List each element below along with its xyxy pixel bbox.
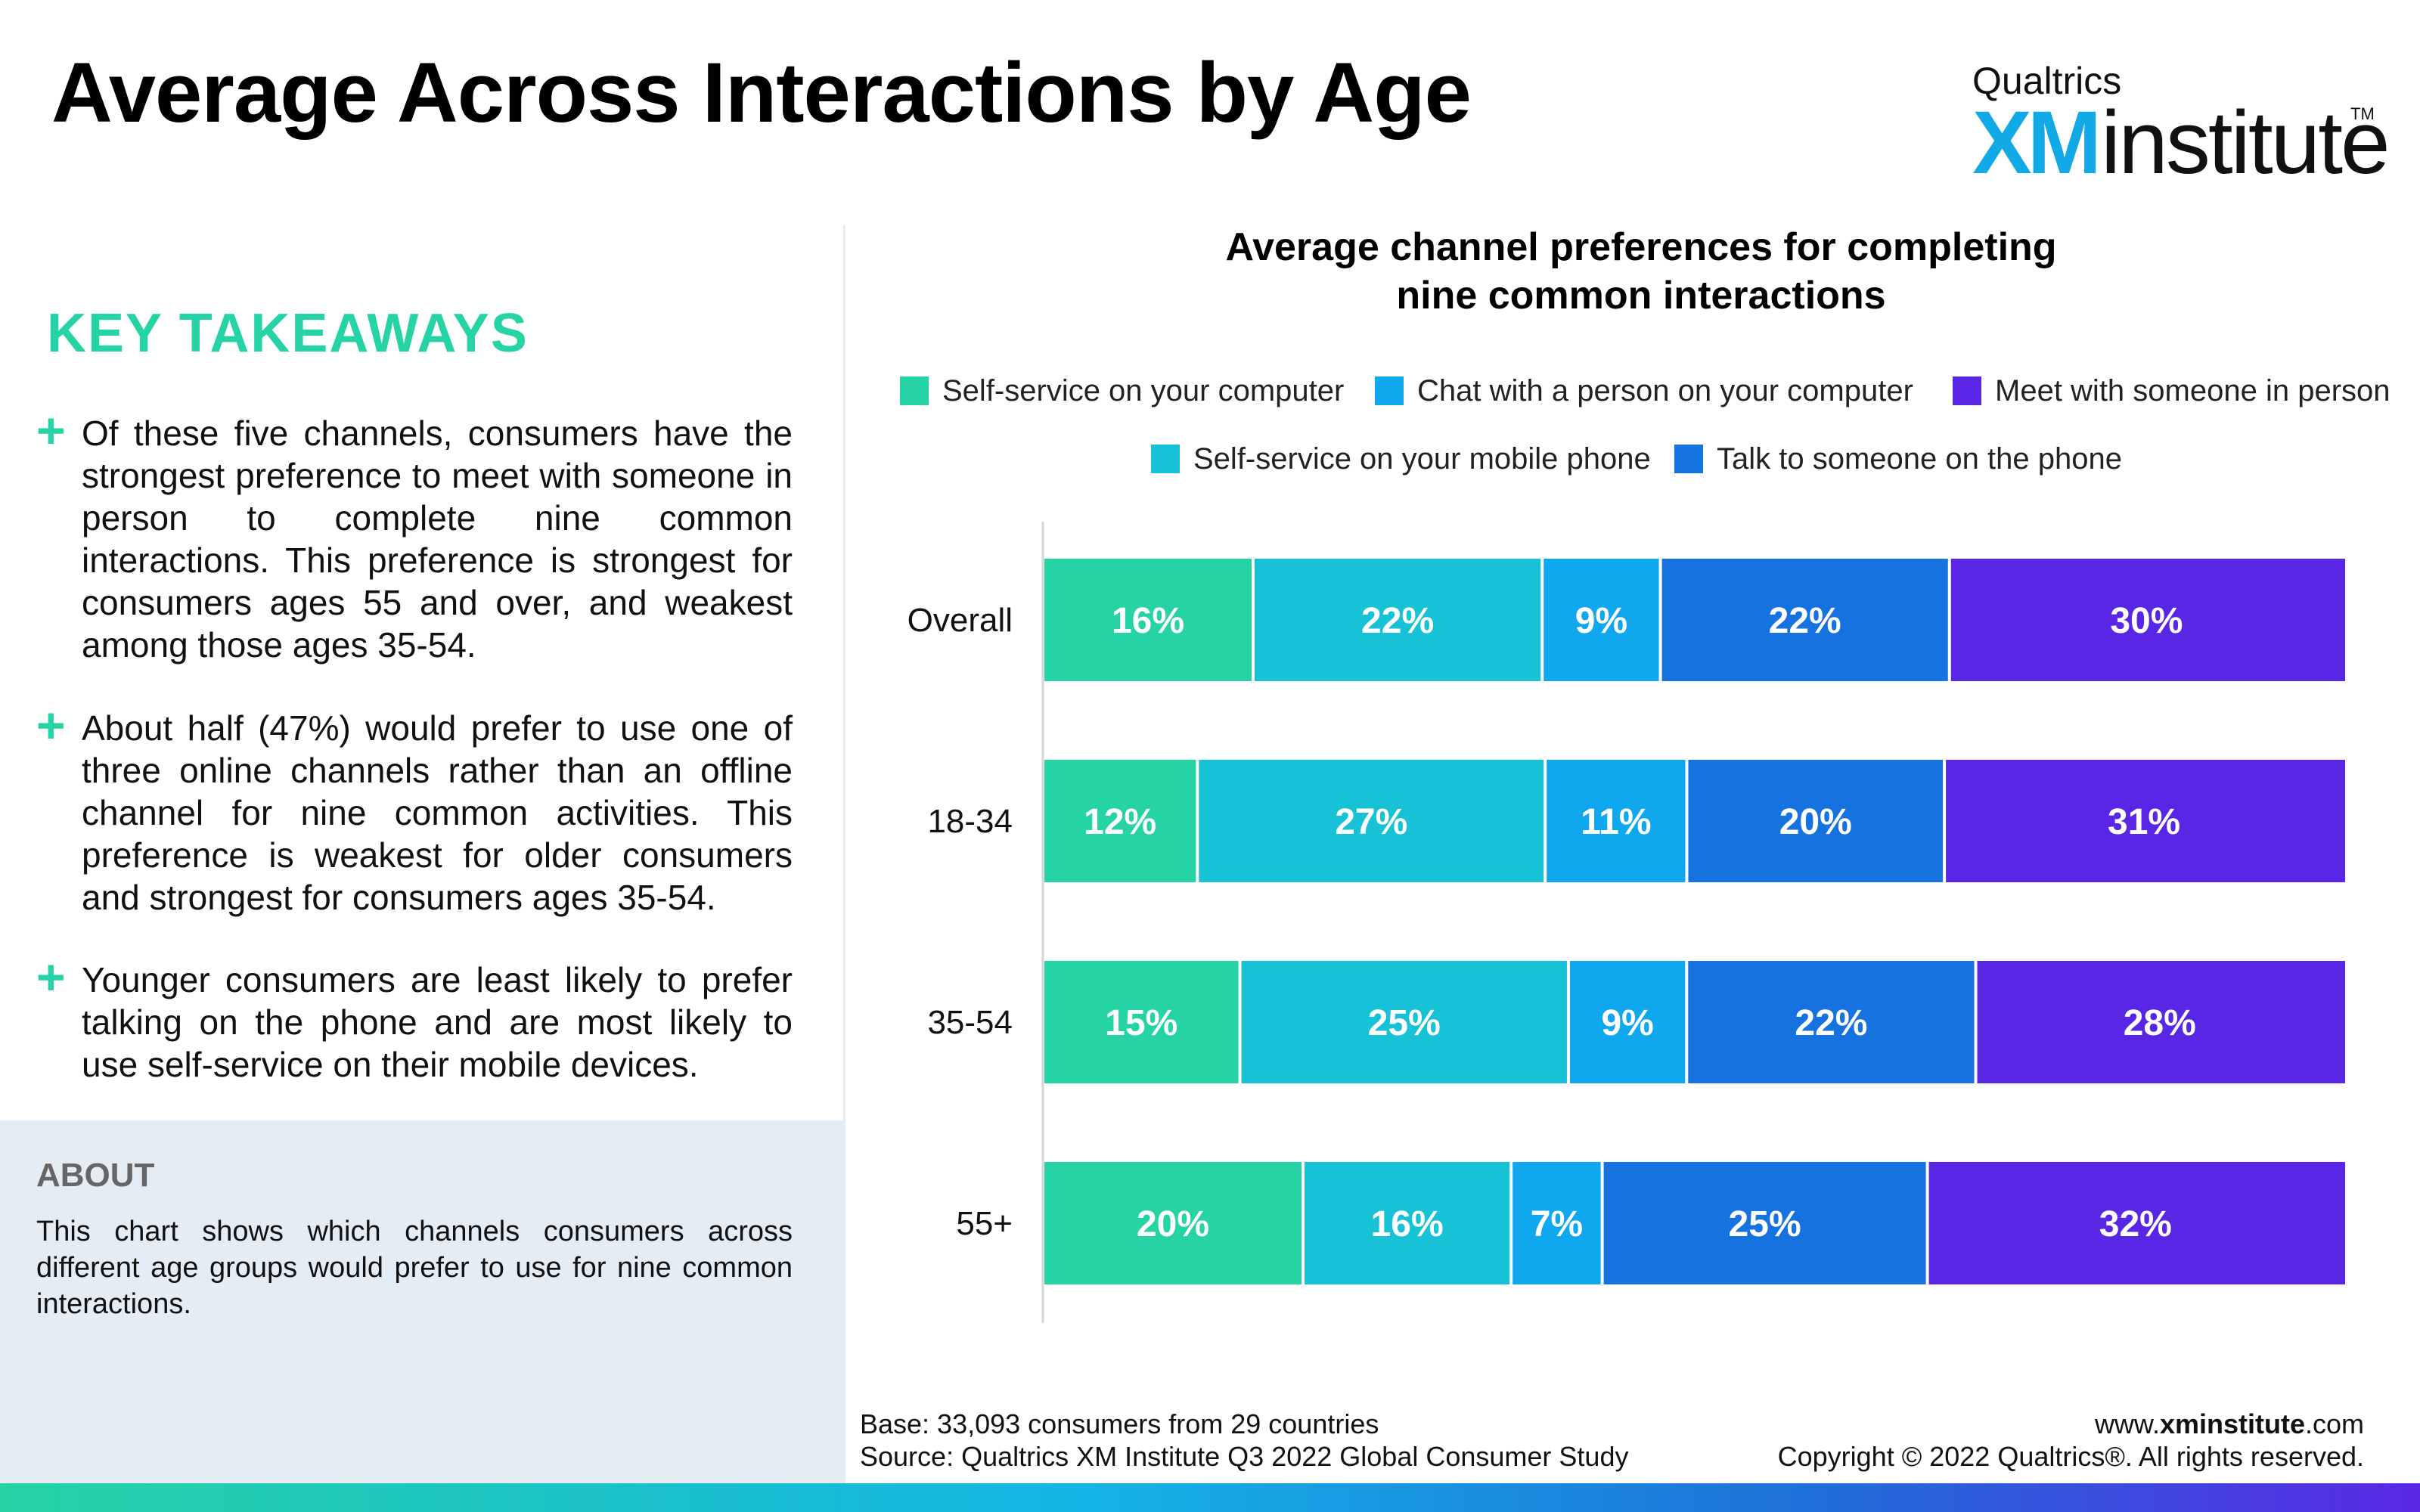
chart-title: Average channel preferences for completi…	[945, 223, 2337, 320]
data-label: 22%	[1795, 1003, 1867, 1043]
data-label: 20%	[1779, 802, 1852, 842]
takeaway-item: + Younger consumers are least likely to …	[36, 949, 793, 1086]
bottom-gradient-strip	[0, 1483, 2420, 1512]
legend-item: Self-service on your mobile phone	[1151, 442, 1651, 476]
footer-copyright: www.xminstitute.com Copyright © 2022 Qua…	[1778, 1408, 2364, 1473]
legend-label: Talk to someone on the phone	[1717, 442, 2122, 476]
data-label: 16%	[1371, 1204, 1444, 1244]
data-label: 9%	[1601, 1003, 1653, 1043]
data-label: 27%	[1335, 802, 1407, 842]
plus-icon: +	[36, 949, 66, 1005]
qualtrics-xm-institute-logo: Qualtrics XM institute TM	[1972, 59, 2391, 193]
stacked-bar-chart: Overall 16% 22% 9% 22% 30% 18-34 12% 27% 11% 20% 31…	[908, 522, 2345, 1323]
legend-item: Meet with someone in person	[1953, 374, 2391, 408]
logo-brand-text: Qualtrics	[1972, 60, 2122, 102]
legend-item: Chat with a person on your computer	[1375, 374, 1913, 408]
footer-url-prefix: www.	[2094, 1408, 2160, 1439]
footer-source: Base: 33,093 consumers from 29 countries…	[860, 1408, 1628, 1473]
legend-label: Chat with a person on your computer	[1417, 374, 1913, 407]
bar-segment	[1977, 961, 2345, 1083]
legend-label: Self-service on your computer	[942, 374, 1345, 407]
bar-segment	[1946, 760, 2345, 882]
data-label: 22%	[1769, 601, 1841, 641]
chart-title-line-1: Average channel preferences for completi…	[1225, 225, 2057, 269]
data-label: 25%	[1368, 1003, 1441, 1043]
logo-trademark: TM	[2350, 104, 2375, 123]
data-label: 30%	[2110, 601, 2183, 641]
bar-segment	[1044, 1162, 1302, 1284]
bar-segment	[1950, 559, 2345, 681]
panel-divider	[843, 225, 845, 1483]
bar-segment	[1512, 1162, 1601, 1284]
bar-segment	[1661, 559, 1948, 681]
footer-source-text: Source: Qualtrics XM Institute Q3 2022 G…	[860, 1441, 1629, 1472]
data-label: 9%	[1575, 601, 1627, 641]
key-takeaways-heading: KEY TAKEAWAYS	[47, 303, 529, 364]
plus-icon: +	[36, 697, 66, 753]
takeaway-item: + Of these five channels, consumers have…	[36, 402, 793, 666]
footer-url-domain: xminstitute	[2159, 1408, 2305, 1439]
bar-segment	[1688, 760, 1944, 882]
logo-institute-text: institute	[2101, 93, 2391, 193]
bar-segment	[1544, 559, 1659, 681]
legend-swatch	[1375, 376, 1404, 405]
legend-label: Meet with someone in person	[1995, 374, 2391, 407]
legend-swatch	[1674, 445, 1703, 473]
bar-segment	[1928, 1162, 2345, 1284]
category-label: 18-34	[927, 803, 1013, 840]
takeaway-text: Of these five channels, consumers have t…	[82, 414, 793, 665]
data-label: 7%	[1531, 1204, 1583, 1244]
legend-item: Self-service on your computer	[900, 374, 1344, 408]
data-label: 31%	[2108, 802, 2180, 842]
footer-copyright-text: Copyright © 2022 Qualtrics®. All rights …	[1777, 1441, 2364, 1472]
bar-segment	[1305, 1162, 1510, 1284]
data-label: 32%	[2099, 1204, 2172, 1244]
data-label: 20%	[1137, 1204, 1209, 1244]
logo-xm-text: XM	[1972, 93, 2102, 193]
bar-segment	[1199, 760, 1544, 882]
bar-segment	[1044, 760, 1196, 882]
bar-segment	[1569, 961, 1686, 1083]
data-label: 22%	[1361, 601, 1434, 641]
plus-icon: +	[36, 402, 66, 458]
bar-segment	[1688, 961, 1975, 1083]
about-box	[0, 1120, 843, 1483]
bar-segment	[1547, 760, 1686, 882]
data-label: 16%	[1112, 601, 1184, 641]
about-heading: ABOUT	[36, 1157, 155, 1194]
about-text: This chart shows which channels consumer…	[36, 1216, 793, 1320]
page-title: Average Across Interactions by Age	[51, 45, 1472, 140]
bar-segment	[1044, 559, 1252, 681]
footer-url-suffix: .com	[2304, 1408, 2364, 1439]
data-label: 12%	[1084, 802, 1156, 842]
legend-item: Talk to someone on the phone	[1674, 442, 2122, 476]
footer-base-text: Base: 33,093 consumers from 29 countries	[860, 1408, 1379, 1439]
legend-swatch	[900, 376, 929, 405]
bar-segment	[1254, 559, 1541, 681]
takeaway-text: About half (47%) would prefer to use one…	[82, 708, 793, 917]
chart-title-line-2: nine common interactions	[1396, 274, 1886, 318]
data-label: 15%	[1105, 1003, 1177, 1043]
bar-segment	[1241, 961, 1567, 1083]
data-label: 11%	[1581, 802, 1651, 842]
data-label: 25%	[1729, 1204, 1801, 1244]
legend-swatch	[1953, 376, 1981, 405]
takeaway-item: + About half (47%) would prefer to use o…	[36, 697, 793, 919]
data-label: 28%	[2124, 1003, 2196, 1043]
footer-url[interactable]: www.xminstitute.com	[1778, 1408, 2364, 1440]
bar-segment	[1044, 961, 1239, 1083]
category-label: 55+	[956, 1205, 1013, 1242]
legend-label: Self-service on your mobile phone	[1193, 442, 1651, 476]
legend-swatch	[1151, 445, 1180, 473]
category-label: Overall	[908, 602, 1013, 639]
takeaway-text: Younger consumers are least likely to pr…	[82, 960, 793, 1084]
category-label: 35-54	[927, 1004, 1013, 1041]
bar-segment	[1603, 1162, 1926, 1284]
